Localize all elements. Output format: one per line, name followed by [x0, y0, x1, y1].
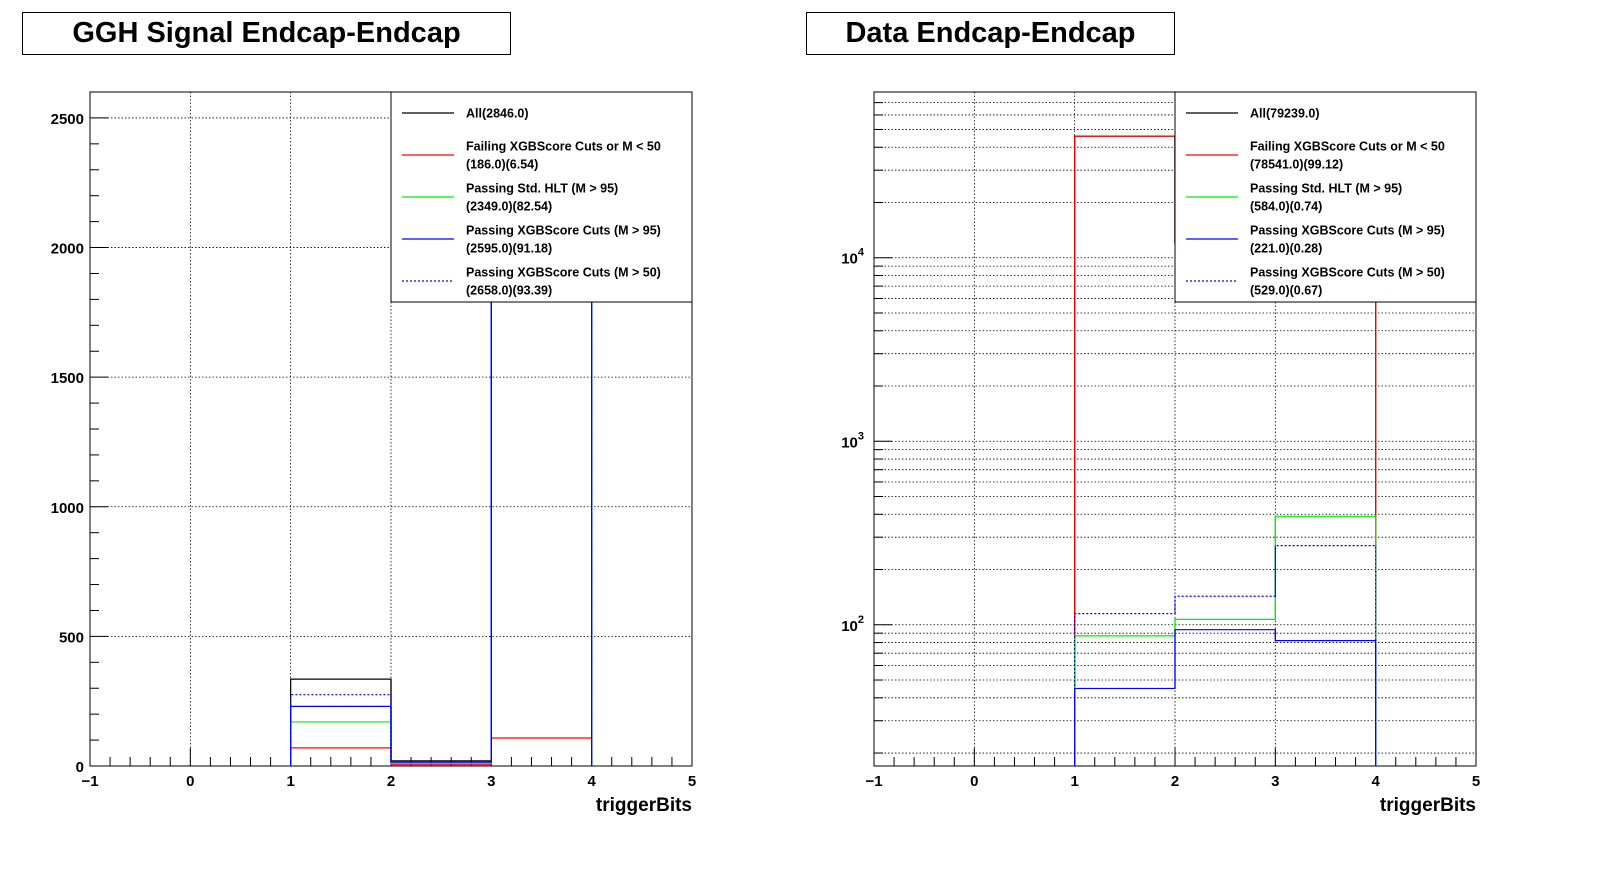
y-tick-label: 500 — [59, 629, 84, 646]
x-axis-title: triggerBits — [596, 795, 692, 816]
legend-label: (2595.0)(91.18) — [466, 242, 552, 256]
legend-label: Passing Std. HLT (M > 95) — [466, 182, 618, 196]
y-tick-label: 2000 — [51, 241, 84, 258]
histogram-bin — [390, 152, 492, 762]
x-tick-label: 4 — [1371, 773, 1380, 790]
x-tick-label: 3 — [1271, 773, 1279, 790]
legend-label: (186.0)(6.54) — [466, 158, 538, 172]
x-tick-label: 0 — [970, 773, 978, 790]
histogram-bin — [1174, 545, 1276, 614]
x-tick-label: 5 — [1472, 773, 1480, 790]
legend-label: (2349.0)(82.54) — [466, 200, 552, 214]
x-tick-label: 4 — [587, 773, 596, 790]
x-tick-label: 1 — [286, 773, 294, 790]
legend-label: All(79239.0) — [1250, 107, 1319, 121]
x-axis-title: triggerBits — [1380, 795, 1476, 816]
legend-label: (529.0)(0.67) — [1250, 284, 1322, 298]
chart-title-right: Data Endcap-Endcap — [806, 12, 1175, 55]
legend-label: Passing XGBScore Cuts (M > 95) — [1250, 224, 1445, 238]
legend-label: Passing XGBScore Cuts (M > 95) — [466, 224, 661, 238]
y-tick-label: 0 — [76, 759, 84, 776]
series-4 — [290, 152, 593, 766]
legend-label: Failing XGBScore Cuts or M < 50 — [1250, 140, 1445, 154]
y-tick-label: 1000 — [51, 500, 84, 517]
legend-label: Failing XGBScore Cuts or M < 50 — [466, 140, 661, 154]
histogram-bin — [1274, 545, 1377, 766]
y-tick-label: 104 — [841, 247, 865, 268]
chart-panel-right: −1 0 1 2 3 4 5 102 103 104 triggerBits All(79239.0)… — [841, 91, 1480, 816]
legend-label: All(2846.0) — [466, 107, 529, 121]
x-tick-label: 2 — [1171, 773, 1179, 790]
series-4 — [1074, 545, 1377, 766]
legend-label: Passing Std. HLT (M > 95) — [1250, 182, 1402, 196]
y-tick-label: 1500 — [51, 370, 84, 387]
legend-label: Passing XGBScore Cuts (M > 50) — [1250, 266, 1445, 280]
y-tick-label: 103 — [841, 430, 864, 451]
x-tick-label: −1 — [865, 773, 882, 790]
y-tick-label: 102 — [841, 614, 864, 635]
chart-title-left: GGH Signal Endcap-Endcap — [22, 12, 511, 55]
x-tick-label: 2 — [387, 773, 395, 790]
x-tick-label: −1 — [81, 773, 98, 790]
legend-label: (584.0)(0.74) — [1250, 200, 1322, 214]
y-tick-label: 2500 — [51, 111, 84, 128]
x-tick-label: 0 — [186, 773, 194, 790]
x-tick-label: 3 — [487, 773, 495, 790]
legend-label: (2658.0)(93.39) — [466, 284, 552, 298]
x-tick-label: 5 — [688, 773, 696, 790]
x-tick-label: 1 — [1070, 773, 1078, 790]
legend-label: Passing XGBScore Cuts (M > 50) — [466, 266, 661, 280]
histogram-bin — [490, 152, 593, 766]
legend-label: (78541.0)(99.12) — [1250, 158, 1343, 172]
legend-label: (221.0)(0.28) — [1250, 242, 1322, 256]
chart-panel-left: −1 0 1 2 3 4 505001000150020002500triggerBitsA… — [51, 91, 696, 816]
